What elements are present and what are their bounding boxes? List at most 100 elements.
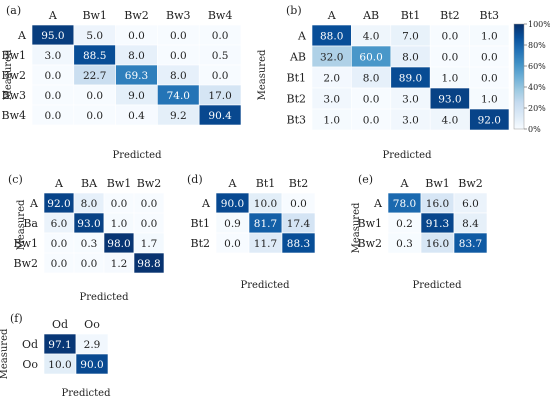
x-axis-title: Predicted <box>62 388 112 399</box>
cell-value-label: 8.4 <box>462 218 479 230</box>
cell-value-label: 1.2 <box>111 258 128 270</box>
cell-value-label: 90.0 <box>80 359 103 371</box>
cell-value-label: 4.0 <box>363 31 380 43</box>
x-axis-title: Predicted <box>80 292 130 303</box>
y-tick-label: Bt1 <box>286 72 306 85</box>
panel-4: (d) A Bt1 Bt2 A Bt1 Bt2 90.0 10.0 0.0 0.9 81.7 17.4 0… <box>187 173 316 291</box>
cell-value-label: 90.0 <box>221 198 244 210</box>
cell-value-label: 11.7 <box>254 238 277 250</box>
x-tick-label: Bt1 <box>256 177 276 190</box>
y-tick-label: Bw1 <box>2 49 27 62</box>
cell-value-label: 1.0 <box>323 115 340 127</box>
cell-value-label: 0.0 <box>442 52 459 64</box>
heatmap-cell <box>281 232 316 254</box>
cell-value-label: 0.0 <box>224 238 241 250</box>
cell-value-label: 0.0 <box>81 258 98 270</box>
cell-value-label: 9.2 <box>170 110 187 122</box>
cell-value-label: 90.4 <box>208 110 232 122</box>
heatmap-cell <box>453 232 488 254</box>
y-axis-title: Measured <box>351 202 362 253</box>
cell-value-label: 0.0 <box>442 31 459 43</box>
panel-label: (c) <box>8 173 23 186</box>
x-tick-label: Bw1 <box>107 177 132 190</box>
y-tick-label: Bw2 <box>2 69 27 82</box>
cell-value-label: 8.0 <box>402 52 419 64</box>
panel-label: (f) <box>10 312 23 325</box>
cell-value-label: 22.7 <box>83 70 106 82</box>
cell-value-label: 0.9 <box>224 218 241 230</box>
cell-value-label: 93.0 <box>438 94 461 106</box>
cell-value-label: 0.4 <box>128 110 145 122</box>
cell-value-label: 0.3 <box>396 238 413 250</box>
x-tick-label: Bw3 <box>166 9 191 22</box>
x-axis-title: Predicted <box>413 280 463 291</box>
colorbar-tick-label: 20% <box>528 104 546 113</box>
y-tick-label: Od <box>22 338 38 351</box>
cell-value-label: 16.0 <box>426 198 449 210</box>
cell-value-label: 0.0 <box>111 198 128 210</box>
cell-value-label: 10.0 <box>48 359 71 371</box>
cell-value-label: 0.0 <box>141 198 158 210</box>
cell-value-label: 0.0 <box>45 70 62 82</box>
cell-value-label: 95.0 <box>41 30 64 42</box>
cell-value-label: 98.8 <box>137 258 160 270</box>
cell-value-label: 0.0 <box>128 30 145 42</box>
y-tick-label: Bw3 <box>2 89 27 102</box>
cell-value-label: 32.0 <box>320 52 343 64</box>
y-tick-label: A <box>17 29 27 42</box>
cell-value-label: 0.0 <box>45 90 62 102</box>
x-tick-label: Bt2 <box>289 177 309 190</box>
cell-value-label: 0.0 <box>481 52 498 64</box>
cell-value-label: 0.0 <box>363 94 380 106</box>
cell-value-label: 0.0 <box>363 115 380 127</box>
y-tick-label: Bt2 <box>286 93 306 106</box>
y-tick-label: Bt2 <box>190 237 210 250</box>
cell-value-label: 9.0 <box>128 90 145 102</box>
colorbar-tick-label: 100% <box>528 20 550 29</box>
x-tick-label: Bw2 <box>137 177 162 190</box>
cell-value-label: 98.0 <box>107 238 130 250</box>
x-axis-title: Predicted <box>241 280 291 291</box>
cell-value-label: 2.0 <box>323 73 340 85</box>
panel-label: (d) <box>187 173 203 186</box>
cell-value-label: 4.0 <box>442 115 459 127</box>
y-axis-title: Measured <box>3 49 14 100</box>
panel-1: (a) A Bw1 Bw2 Bw3 Bw4 A Bw1 Bw2 Bw3 Bw4 95.0 5.0 0.0 0… <box>2 4 242 161</box>
cell-value-label: 89.0 <box>399 73 422 85</box>
cell-value-label: 8.0 <box>170 70 187 82</box>
cell-value-label: 8.0 <box>81 198 98 210</box>
colorbar-gradient <box>513 23 525 130</box>
cell-value-label: 7.0 <box>402 31 419 43</box>
y-tick-label: AB <box>289 51 306 64</box>
cell-value-label: 1.0 <box>442 73 459 85</box>
panel-2: (b) A AB Bt1 Bt2 Bt3 A AB Bt1 Bt2 Bt3 88.0 4.0 7.0 0.0… <box>257 4 510 161</box>
cell-value-label: 0.0 <box>481 73 498 85</box>
cell-value-label: 0.0 <box>86 90 103 102</box>
cell-value-label: 0.0 <box>290 198 307 210</box>
cell-value-label: 81.7 <box>254 218 277 230</box>
cell-value-label: 1.0 <box>481 94 498 106</box>
x-tick-label: A <box>400 177 410 190</box>
x-axis-title: Predicted <box>383 150 433 161</box>
cell-value-label: 3.0 <box>45 50 62 62</box>
cell-value-label: 0.0 <box>170 50 187 62</box>
heatmap-cell <box>75 353 109 375</box>
cell-value-label: 0.0 <box>51 238 68 250</box>
cell-value-label: 93.0 <box>77 218 100 230</box>
y-axis-title: Measured <box>257 49 268 100</box>
y-tick-label: Oo <box>22 358 38 371</box>
cell-value-label: 88.5 <box>83 50 106 62</box>
cell-value-label: 91.3 <box>426 218 449 230</box>
cell-value-label: 0.2 <box>396 218 413 230</box>
x-tick-label: Bw2 <box>124 9 149 22</box>
y-tick-label: A <box>297 30 307 43</box>
cell-value-label: 0.0 <box>51 258 68 270</box>
cell-value-label: 8.0 <box>128 50 145 62</box>
cell-value-label: 92.0 <box>47 198 70 210</box>
colorbar-tick-label: 60% <box>528 62 546 71</box>
x-tick-label: BA <box>81 177 98 190</box>
cell-value-label: 0.5 <box>212 50 229 62</box>
cell-value-label: 88.3 <box>287 238 310 250</box>
